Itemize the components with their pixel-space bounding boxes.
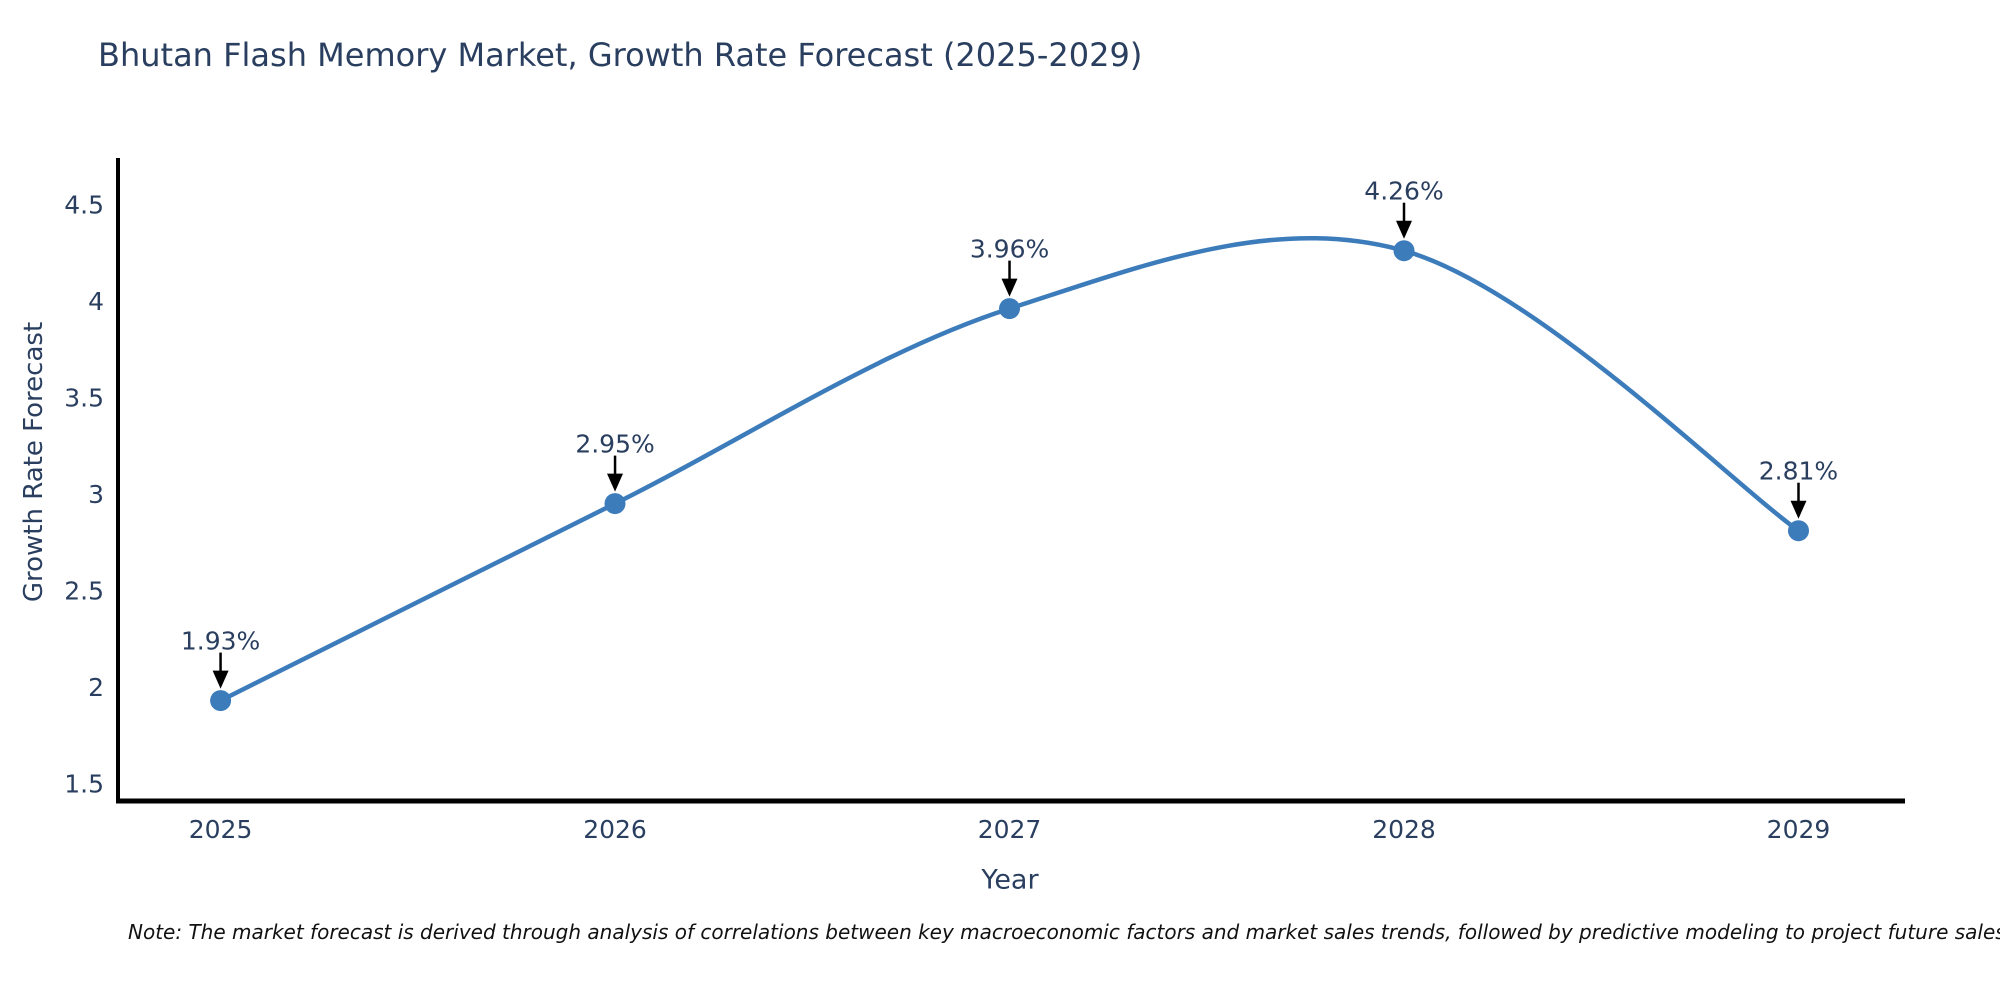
y-axis-title: Growth Rate Forecast — [19, 321, 49, 603]
x-tick-label: 2027 — [978, 815, 1042, 844]
y-tick-label: 4.5 — [64, 190, 104, 219]
annotation-arrow-head — [1001, 278, 1018, 297]
annotation-label: 2.95% — [575, 430, 654, 459]
annotation-label: 4.26% — [1364, 177, 1443, 206]
chart-title: Bhutan Flash Memory Market, Growth Rate … — [98, 36, 1143, 74]
annotation-arrow-head — [212, 670, 229, 689]
y-tick-label: 1.5 — [64, 770, 104, 799]
y-tick-label: 4 — [88, 287, 104, 316]
annotation-arrow-head — [1790, 500, 1807, 519]
footnote: Note: The market forecast is derived thr… — [128, 920, 2000, 944]
y-tick-label: 3.5 — [64, 383, 104, 412]
x-tick-label: 2028 — [1372, 815, 1436, 844]
y-tick-label: 3 — [88, 480, 104, 509]
annotation-label: 3.96% — [970, 235, 1049, 264]
data-point-2026 — [604, 493, 626, 515]
annotation-arrow-head — [1396, 220, 1412, 239]
x-axis-title: Year — [981, 864, 1039, 896]
annotation-label: 2.81% — [1759, 457, 1838, 486]
data-point-2028 — [1393, 240, 1415, 262]
x-tick-label: 2026 — [583, 815, 647, 844]
data-point-2027 — [999, 298, 1020, 320]
annotation-arrow-head — [607, 473, 623, 492]
data-point-2029 — [1788, 520, 1809, 542]
y-tick-label: 2.5 — [64, 577, 104, 606]
annotation-label: 1.93% — [181, 627, 260, 656]
x-tick-label: 2029 — [1767, 815, 1831, 844]
x-tick-label: 2025 — [189, 815, 253, 844]
y-tick-label: 2 — [88, 673, 104, 702]
data-point-2025 — [210, 690, 232, 712]
